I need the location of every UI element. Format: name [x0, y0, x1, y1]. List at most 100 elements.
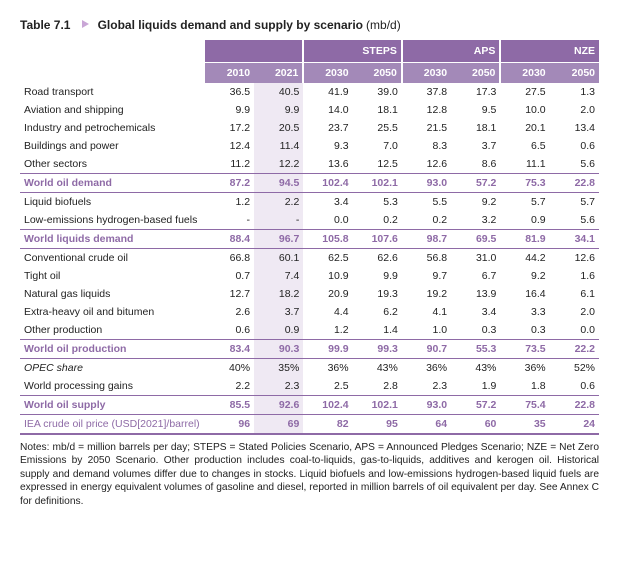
- row-label: Natural gas liquids: [20, 285, 205, 303]
- cell: 0.0: [303, 211, 352, 230]
- cell: 13.4: [550, 119, 599, 137]
- cell: 0.6: [550, 377, 599, 396]
- table-row: Aviation and shipping9.99.914.018.112.89…: [20, 101, 599, 119]
- cell: 11.4: [254, 137, 303, 155]
- row-label: OPEC share: [20, 359, 205, 378]
- cell: -: [254, 211, 303, 230]
- cell: 34.1: [550, 230, 599, 249]
- cell: 37.8: [402, 83, 451, 101]
- cell: 102.1: [353, 174, 402, 193]
- cell: 2.0: [550, 101, 599, 119]
- cell: 3.7: [254, 303, 303, 321]
- cell: 0.9: [500, 211, 549, 230]
- cell: 10.0: [500, 101, 549, 119]
- cell: 0.2: [402, 211, 451, 230]
- cell: 8.6: [451, 155, 500, 174]
- cell: 40.5: [254, 83, 303, 101]
- table-row: World processing gains2.22.32.52.82.31.9…: [20, 377, 599, 396]
- cell: 88.4: [205, 230, 254, 249]
- cell: 102.4: [303, 396, 352, 415]
- cell: 9.9: [254, 101, 303, 119]
- cell: 3.3: [500, 303, 549, 321]
- data-table: STEPS APS NZE 2010 2021 2030 2050 2030 2…: [20, 40, 599, 435]
- table-unit: (mb/d): [366, 18, 401, 32]
- cell: 1.2: [205, 193, 254, 212]
- cell: 9.7: [402, 267, 451, 285]
- col-group-nze: NZE: [500, 40, 599, 63]
- cell: 36%: [303, 359, 352, 378]
- cell: 0.7: [205, 267, 254, 285]
- cell: 9.3: [303, 137, 352, 155]
- cell: 39.0: [353, 83, 402, 101]
- col-group-steps: STEPS: [303, 40, 402, 63]
- row-label: World processing gains: [20, 377, 205, 396]
- cell: 36%: [500, 359, 549, 378]
- table-row: OPEC share40%35%36%43%36%43%36%52%: [20, 359, 599, 378]
- table-row: World oil demand87.294.5102.4102.193.057…: [20, 174, 599, 193]
- cell: 5.5: [402, 193, 451, 212]
- cell: 0.0: [550, 321, 599, 340]
- table-row: Buildings and power12.411.49.37.08.33.76…: [20, 137, 599, 155]
- row-label: Extra-heavy oil and bitumen: [20, 303, 205, 321]
- cell: 102.4: [303, 174, 352, 193]
- cell: 9.2: [451, 193, 500, 212]
- cell: 57.2: [451, 396, 500, 415]
- cell: 19.2: [402, 285, 451, 303]
- cell: 9.9: [353, 267, 402, 285]
- cell: 22.8: [550, 396, 599, 415]
- col-year: 2021: [254, 63, 303, 84]
- table-number: Table 7.1: [20, 18, 70, 32]
- table-row: Natural gas liquids12.718.220.919.319.21…: [20, 285, 599, 303]
- cell: 23.7: [303, 119, 352, 137]
- cell: 98.7: [402, 230, 451, 249]
- cell: 93.0: [402, 396, 451, 415]
- cell: 5.6: [550, 211, 599, 230]
- header-years: 2010 2021 2030 2050 2030 2050 2030 2050: [20, 63, 599, 84]
- cell: 16.4: [500, 285, 549, 303]
- cell: 107.6: [353, 230, 402, 249]
- table-row: Extra-heavy oil and bitumen2.63.74.46.24…: [20, 303, 599, 321]
- cell: 2.8: [353, 377, 402, 396]
- cell: 25.5: [353, 119, 402, 137]
- cell: 3.4: [451, 303, 500, 321]
- cell: 5.7: [500, 193, 549, 212]
- cell: 2.2: [205, 377, 254, 396]
- cell: 95: [353, 415, 402, 435]
- cell: 44.2: [500, 249, 549, 268]
- cell: 73.5: [500, 340, 549, 359]
- cell: 102.1: [353, 396, 402, 415]
- cell: 1.8: [500, 377, 549, 396]
- table-row: Low-emissions hydrogen-based fuels--0.00…: [20, 211, 599, 230]
- cell: 20.9: [303, 285, 352, 303]
- table-main-title: Global liquids demand and supply by scen…: [98, 18, 363, 32]
- table-head: STEPS APS NZE 2010 2021 2030 2050 2030 2…: [20, 40, 599, 83]
- cell: 0.2: [353, 211, 402, 230]
- cell: 12.5: [353, 155, 402, 174]
- cell: 5.3: [353, 193, 402, 212]
- table-row: IEA crude oil price (USD[2021]/barrel)96…: [20, 415, 599, 435]
- table-row: Tight oil0.77.410.99.99.76.79.21.6: [20, 267, 599, 285]
- cell: 12.6: [550, 249, 599, 268]
- col-group-aps: APS: [402, 40, 501, 63]
- table-row: Liquid biofuels1.22.23.45.35.59.25.75.7: [20, 193, 599, 212]
- cell: 31.0: [451, 249, 500, 268]
- table-row: World oil supply85.592.6102.4102.193.057…: [20, 396, 599, 415]
- cell: 41.9: [303, 83, 352, 101]
- col-year: 2050: [550, 63, 599, 84]
- cell: 0.6: [205, 321, 254, 340]
- cell: 19.3: [353, 285, 402, 303]
- cell: 43%: [353, 359, 402, 378]
- table-row: World oil production83.490.399.999.390.7…: [20, 340, 599, 359]
- col-year: 2050: [353, 63, 402, 84]
- cell: 12.4: [205, 137, 254, 155]
- cell: 52%: [550, 359, 599, 378]
- table-row: Conventional crude oil66.860.162.562.656…: [20, 249, 599, 268]
- cell: 13.9: [451, 285, 500, 303]
- cell: 8.3: [402, 137, 451, 155]
- cell: 56.8: [402, 249, 451, 268]
- cell: 4.1: [402, 303, 451, 321]
- cell: 62.6: [353, 249, 402, 268]
- cell: 9.2: [500, 267, 549, 285]
- row-label: Other sectors: [20, 155, 205, 174]
- cell: 6.5: [500, 137, 549, 155]
